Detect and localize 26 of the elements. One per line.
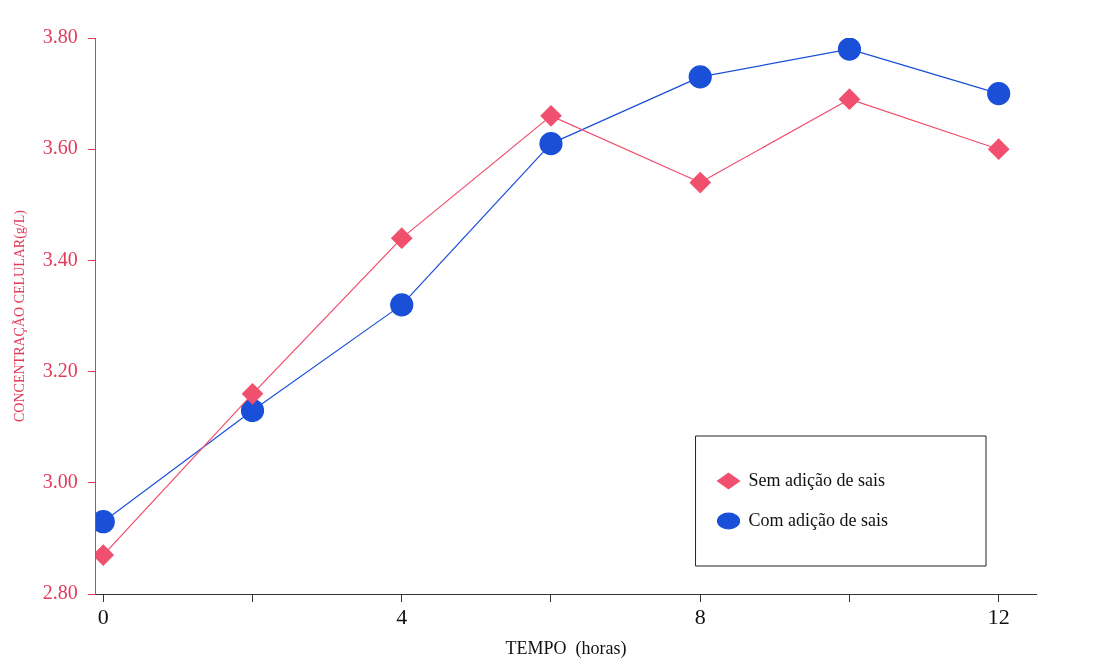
point — [540, 105, 562, 127]
y-axis-title: CONCENTRAÇÃO CELULAR(g/L) — [12, 209, 29, 422]
point — [689, 171, 711, 194]
y-tick-label: 3.60 — [42, 136, 78, 159]
x-tick-label: 12 — [987, 603, 1010, 629]
point — [988, 138, 1010, 160]
y-tick-label: 3.80 — [42, 25, 78, 48]
point — [838, 88, 861, 110]
point — [390, 293, 414, 317]
y-tick-label: 3.00 — [42, 470, 78, 493]
point — [391, 227, 413, 249]
y-tick-label: 3.20 — [42, 358, 78, 381]
legend-label: Com adição de sais — [748, 509, 888, 530]
y-tick-label: 3.40 — [42, 247, 78, 270]
point — [987, 82, 1011, 106]
point — [241, 383, 264, 405]
x-tick-label: 4 — [396, 603, 408, 629]
legend-label: Sem adição de sais — [748, 469, 885, 490]
x-tick-label: 8 — [694, 603, 706, 629]
point — [240, 398, 265, 423]
point — [837, 38, 862, 61]
point — [539, 132, 563, 156]
x-tick-label: 0 — [97, 603, 109, 629]
y-tick-label: 2.80 — [42, 581, 78, 604]
point — [688, 65, 712, 89]
x-axis-title: TEMPO (horas) — [505, 637, 627, 659]
